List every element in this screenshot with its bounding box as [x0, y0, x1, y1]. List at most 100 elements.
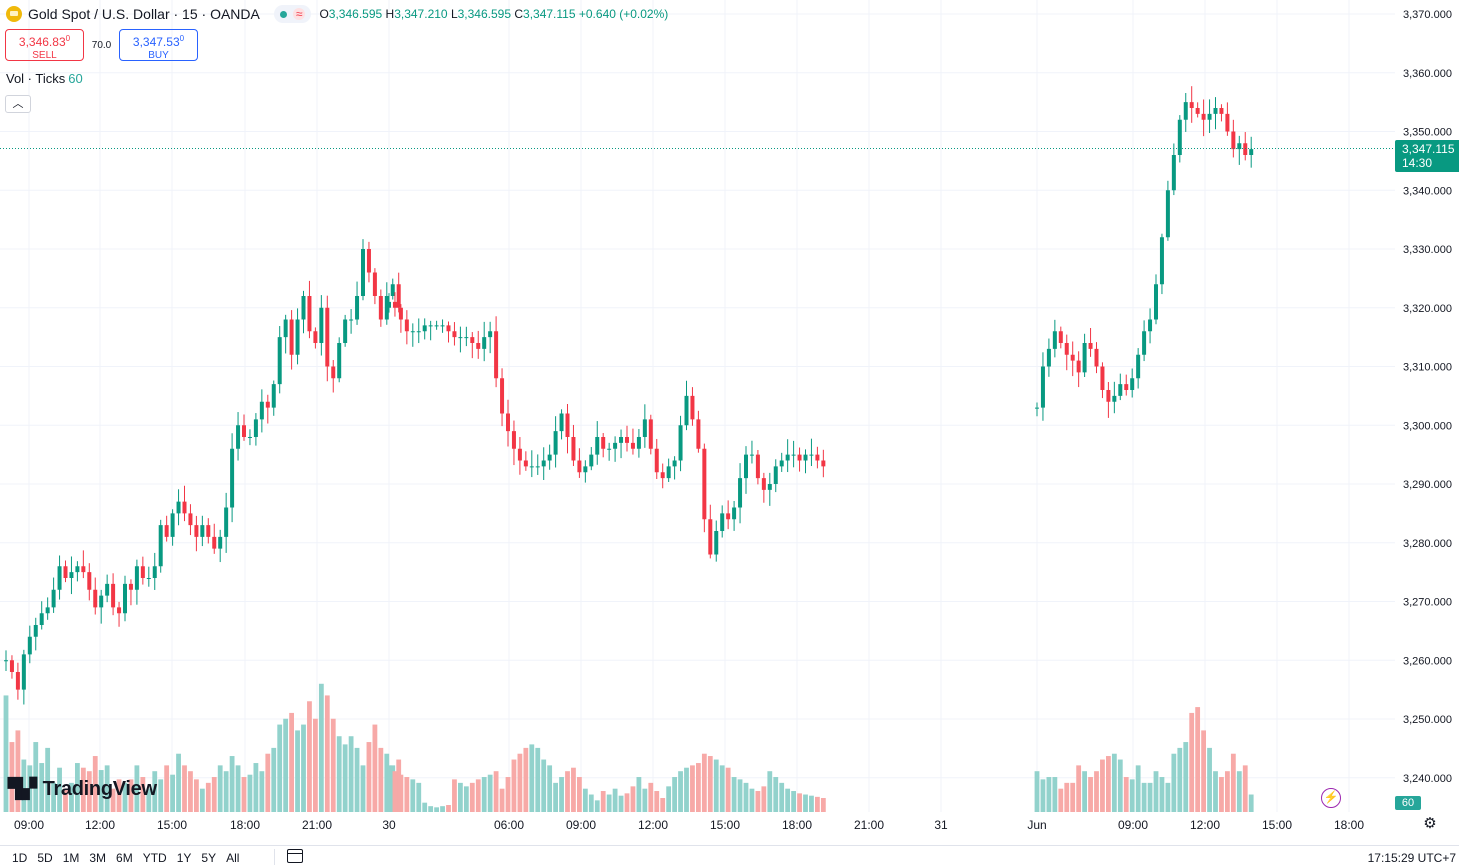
- x-tick-label: 18:00: [782, 818, 812, 832]
- candle-body: [355, 296, 360, 320]
- candle-body: [494, 331, 499, 379]
- volume-bar: [1088, 777, 1093, 812]
- buy-price-fraction: 0: [179, 34, 185, 43]
- y-tick-label: 3,360.000: [1403, 68, 1452, 80]
- volume-bar: [80, 767, 86, 812]
- candle-body: [230, 448, 235, 508]
- candle-body: [517, 448, 522, 461]
- candle-body: [87, 572, 92, 590]
- candle-body: [785, 454, 790, 461]
- range-5d[interactable]: 5D: [37, 851, 53, 865]
- volume-bar: [1165, 782, 1171, 812]
- candle-body: [176, 501, 181, 514]
- candle-body: [218, 536, 223, 549]
- lightning-bolt-icon[interactable]: ⚡: [1321, 788, 1341, 808]
- candle-body: [1171, 155, 1176, 191]
- range-all[interactable]: All: [226, 851, 240, 865]
- range-ytd[interactable]: YTD: [142, 851, 167, 865]
- volume-bar: [98, 770, 104, 812]
- volume-bar: [1201, 730, 1206, 812]
- candle-body: [259, 401, 264, 420]
- volume-bar: [523, 747, 529, 812]
- volume-bar: [45, 747, 51, 812]
- candle-body: [690, 395, 695, 420]
- volume-bar: [33, 742, 39, 812]
- volume-bar: [223, 771, 229, 812]
- logo-text: TradingView: [42, 778, 157, 800]
- last-price-value: 3,347.115: [1402, 142, 1455, 156]
- candle-body: [535, 466, 540, 468]
- calendar-icon[interactable]: [287, 849, 303, 863]
- candle-body: [33, 625, 38, 637]
- range-1m[interactable]: 1M: [62, 851, 80, 865]
- volume-bar: [170, 774, 175, 812]
- y-tick-label: 3,270.000: [1403, 597, 1452, 609]
- bar-countdown: 14:30: [1402, 156, 1433, 170]
- collapse-legend-button[interactable]: ︿: [5, 95, 31, 113]
- sell-button[interactable]: 3,346.830 SELL: [5, 29, 84, 61]
- range-5y[interactable]: 5Y: [201, 851, 217, 865]
- candle-body: [1195, 108, 1200, 114]
- range-1d[interactable]: 1D: [12, 851, 28, 865]
- range-6m[interactable]: 6M: [116, 851, 133, 865]
- volume-bar: [128, 779, 134, 812]
- volume-bar: [737, 779, 743, 812]
- candle-body: [1064, 343, 1069, 355]
- time-axis[interactable]: 09:00 12:00 15:00 18:00 21:00 30 06:00 09:00 12:…: [14, 818, 1364, 832]
- volume-bar: [1123, 777, 1129, 812]
- price-axis[interactable]: 3,370.000 3,360.000 3,350.000 3,340.000 3,33…: [1403, 9, 1452, 785]
- candle-body: [69, 572, 74, 578]
- volume-bar: [211, 777, 217, 812]
- candle-body: [111, 583, 116, 608]
- clock-timezone[interactable]: 17:15:29 UTC+7: [1367, 851, 1456, 865]
- candle-body: [39, 613, 44, 625]
- candle-body: [452, 331, 457, 338]
- volume-bar: [182, 765, 187, 812]
- market-status-pill[interactable]: ≈: [273, 5, 312, 23]
- volume-bar: [499, 788, 505, 812]
- y-tick-label: 3,290.000: [1403, 479, 1452, 491]
- candle-body: [732, 507, 737, 520]
- candle-body: [1094, 348, 1099, 367]
- volume-bar: [594, 800, 600, 812]
- volume-bar: [235, 765, 241, 812]
- x-tick-label: 15:00: [157, 818, 187, 832]
- volume-legend[interactable]: Vol · Ticks 60: [6, 71, 83, 86]
- volume-bar: [51, 782, 56, 812]
- volume-bar: [1183, 742, 1189, 812]
- candle-body: [523, 460, 528, 467]
- candle-body: [45, 607, 50, 614]
- volume-bar: [791, 791, 796, 812]
- candle-body: [51, 589, 56, 608]
- candle-body: [206, 525, 211, 537]
- tradingview-logo-icon: ▜▞: [8, 779, 37, 800]
- range-3m[interactable]: 3M: [89, 851, 107, 865]
- candle-body: [277, 337, 282, 385]
- volume-bar: [517, 753, 523, 812]
- range-1y[interactable]: 1Y: [176, 851, 192, 865]
- volume-bar: [1177, 747, 1183, 812]
- volume-bar: [475, 779, 481, 812]
- buy-button[interactable]: 3,347.530 BUY: [119, 29, 198, 61]
- candle-body: [630, 442, 635, 449]
- x-tick-label: 15:00: [710, 818, 740, 832]
- candle-body: [619, 437, 624, 443]
- candle-body: [416, 331, 421, 333]
- candle-body: [361, 249, 365, 296]
- volume-legend-name: Vol · Ticks: [6, 71, 66, 86]
- candle-body: [99, 595, 104, 608]
- x-tick-label: 31: [934, 818, 948, 832]
- candle-body: [749, 454, 754, 456]
- symbol-title[interactable]: Gold Spot / U.S. Dollar · 15 · OANDA: [28, 6, 260, 22]
- x-tick-label: 09:00: [1118, 818, 1148, 832]
- x-tick-label: 21:00: [854, 818, 884, 832]
- candle-body: [553, 431, 558, 455]
- gear-icon[interactable]: ⚙: [1423, 815, 1437, 832]
- tradingview-logo[interactable]: ▜▞ TradingView: [8, 778, 157, 801]
- volume-axis-label: 60: [1395, 796, 1421, 810]
- x-tick-label: 12:00: [85, 818, 115, 832]
- candle-body: [755, 454, 760, 479]
- volume-bar: [428, 806, 434, 812]
- candle-body: [93, 589, 98, 608]
